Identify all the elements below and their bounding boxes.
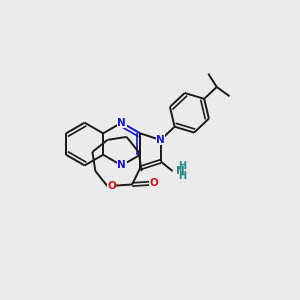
Text: O: O [107, 181, 116, 191]
Text: N: N [117, 118, 126, 128]
Text: O: O [149, 178, 158, 188]
Text: N: N [117, 160, 126, 170]
Text: N: N [176, 166, 185, 176]
Text: N: N [156, 135, 165, 145]
Text: H: H [178, 161, 186, 171]
Text: H: H [178, 171, 186, 182]
